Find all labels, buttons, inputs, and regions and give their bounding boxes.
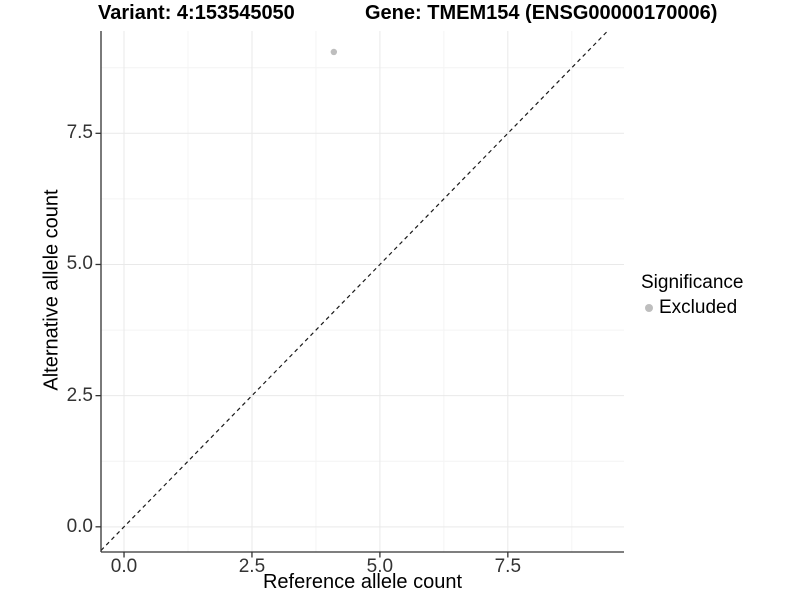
x-axis-title: Reference allele count xyxy=(262,571,462,593)
plot-title-gene: Gene: TMEM154 (ENSG00000170006) xyxy=(365,2,718,24)
identity-reference-line xyxy=(100,30,609,551)
x-tick-label: 7.5 xyxy=(494,556,522,577)
y-tick-label: 7.5 xyxy=(66,122,93,144)
x-tick-label: 0.0 xyxy=(110,556,138,577)
x-tick-label: 5.0 xyxy=(366,556,394,577)
y-axis-title: Alternative allele count xyxy=(40,189,63,391)
y-tick-label: 2.5 xyxy=(66,384,93,406)
x-tick-label: 2.5 xyxy=(238,556,266,577)
y-tick-label: 5.0 xyxy=(66,253,93,275)
legend-entry-label: Excluded xyxy=(659,297,738,318)
data-point-excluded xyxy=(330,48,338,56)
legend-key-dot xyxy=(645,304,653,312)
legend: Significance Excluded xyxy=(641,271,743,319)
plot-title-variant: Variant: 4:153545050 xyxy=(98,2,295,24)
y-tick-label: 0.0 xyxy=(66,515,93,537)
legend-entry-excluded: Excluded xyxy=(641,297,743,319)
legend-title: Significance xyxy=(641,272,744,293)
